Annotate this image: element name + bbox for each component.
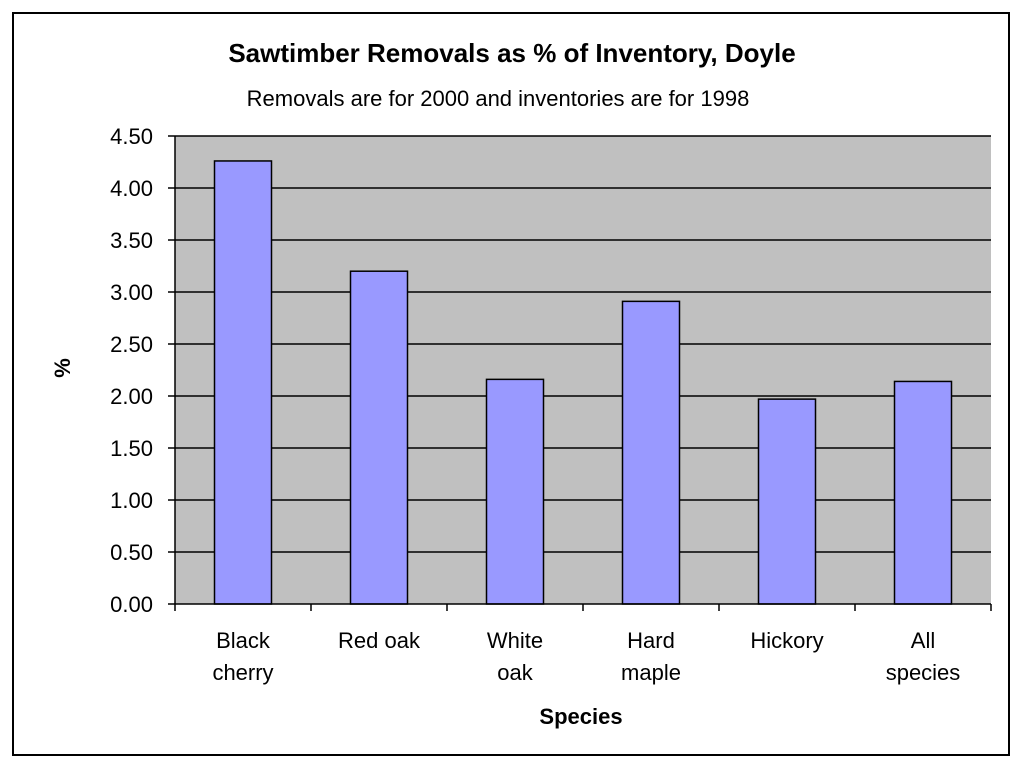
gridlines <box>175 135 991 553</box>
axes <box>174 136 992 611</box>
x-axis-title: Species <box>539 704 622 729</box>
bar <box>485 378 545 605</box>
chart-title: Sawtimber Removals as % of Inventory, Do… <box>228 38 796 68</box>
x-category-label: White oak <box>487 628 543 685</box>
bar <box>213 160 273 605</box>
bars <box>213 160 953 605</box>
x-category-label: Red oak <box>338 628 421 653</box>
y-tick-labels: 0.00 0.50 1.00 1.50 2.00 2.50 3.00 3.50 4.00 4.50 <box>110 124 175 617</box>
y-tick-label: 4.00 <box>110 176 153 201</box>
y-tick-label: 0.50 <box>110 540 153 565</box>
y-tick-label: 2.50 <box>110 332 153 357</box>
x-category-label: All species <box>886 628 961 685</box>
x-category-label: Hard maple <box>621 628 681 685</box>
y-tick-label: 1.00 <box>110 488 153 513</box>
y-tick-label: 0.00 <box>110 592 153 617</box>
y-axis-title: % <box>50 358 75 378</box>
x-category-label: Hickory <box>750 628 823 653</box>
y-tick-label: 3.50 <box>110 228 153 253</box>
bar <box>621 300 681 605</box>
y-tick-label: 2.00 <box>110 384 153 409</box>
bar <box>349 270 409 605</box>
y-tick-label: 3.00 <box>110 280 153 305</box>
chart-subtitle: Removals are for 2000 and inventories ar… <box>246 86 750 111</box>
plot-area <box>175 136 991 604</box>
x-category-labels: Black cherry Red oak White oak Hard maple Hicko… <box>212 628 960 685</box>
x-category-label: Black cherry <box>212 628 273 685</box>
bar <box>757 398 817 605</box>
y-tick-label: 1.50 <box>110 436 153 461</box>
bar <box>893 380 953 605</box>
y-tick-label: 4.50 <box>110 124 153 149</box>
